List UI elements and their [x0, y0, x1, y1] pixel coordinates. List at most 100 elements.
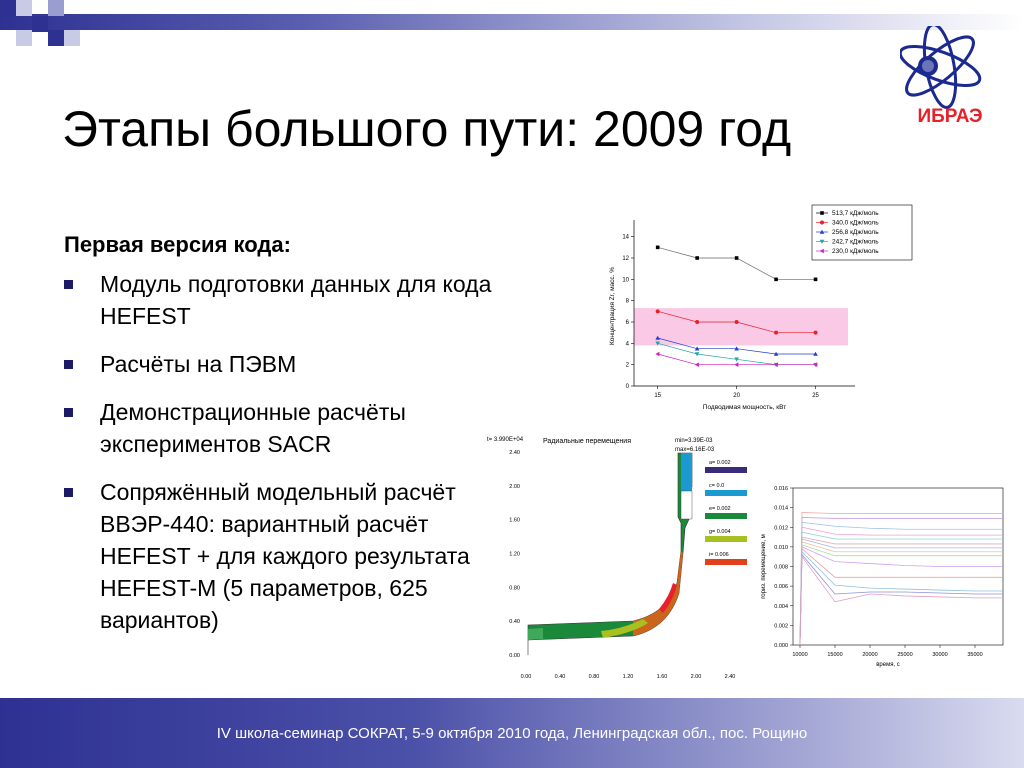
data-point: [695, 256, 699, 260]
data-point: [655, 335, 660, 340]
series-line: [799, 544, 1003, 646]
fem-max-label: max=6.16E-03: [675, 447, 715, 453]
x-tick-label: 20000: [862, 652, 877, 658]
y-tick-label: 0.006: [774, 584, 788, 590]
y-tick-label: 6: [626, 320, 630, 326]
data-point: [773, 351, 779, 356]
legend-label: 513,7 кДж/моль: [832, 210, 879, 217]
data-point: [655, 245, 660, 250]
y-axis-label: гориз. перемещение, м: [761, 534, 767, 599]
legend-label: 230,0 кДж/моль: [832, 248, 879, 255]
fem-time-label: t= 3.990E+04: [487, 437, 524, 443]
data-point: [774, 330, 779, 335]
data-point: [734, 357, 739, 362]
data-point: [813, 330, 818, 335]
data-point: [694, 352, 700, 357]
y-tick-label: 0.004: [774, 604, 788, 610]
series-line: [657, 246, 816, 280]
series-line: [799, 546, 1003, 646]
legend-label: e= 0.002: [709, 506, 731, 512]
x-tick-label: 2.40: [725, 674, 736, 680]
x-tick-label: 2.00: [691, 674, 702, 680]
data-point: [694, 362, 699, 367]
x-tick-label: 35000: [967, 652, 982, 658]
legend-label: 242,7 кДж/моль: [832, 239, 879, 246]
decor-square: [0, 0, 16, 16]
data-point: [819, 229, 825, 234]
x-tick-label: 25000: [897, 652, 912, 658]
footer-text: IV школа-семинар СОКРАТ, 5-9 октября 201…: [216, 725, 808, 742]
slide-title: Этапы большого пути: 2009 год: [62, 101, 792, 157]
legend-box: [811, 204, 913, 261]
y-tick-label: 2.00: [509, 484, 520, 490]
y-tick-label: 4: [626, 341, 630, 347]
y-tick-label: 0.002: [774, 623, 788, 629]
x-tick-label: 0.40: [555, 674, 566, 680]
data-point: [774, 277, 778, 282]
legend-swatch: [705, 513, 747, 519]
x-tick-label: 0.00: [521, 674, 532, 680]
legend-label: a= 0.002: [709, 460, 731, 466]
y-tick-label: 1.20: [509, 552, 520, 558]
x-tick-label: 20: [733, 393, 740, 399]
radial-displacement-contour: t= 3.990E+04 Радиальные перемещения min=…: [487, 437, 747, 680]
top-gradient-band: [0, 14, 1024, 30]
x-tick-label: 1.20: [623, 674, 634, 680]
legend-swatch: [705, 559, 747, 565]
decor-square: [64, 30, 80, 46]
x-tick-label: 0.80: [589, 674, 600, 680]
decor-square: [48, 0, 64, 16]
data-point: [820, 211, 824, 215]
x-tick-label: 30000: [932, 652, 947, 658]
data-point: [819, 248, 824, 254]
y-tick-label: 8: [626, 299, 630, 305]
y-tick-label: 0.008: [774, 565, 788, 571]
x-axis-label: время, с: [876, 662, 900, 668]
bullet-text: Расчёты на ПЭВМ: [100, 351, 297, 377]
fem-title: Радиальные перемещения: [543, 438, 631, 445]
x-axis-label: Подводимая мощность, кВт: [703, 404, 786, 411]
data-point: [694, 346, 700, 351]
legend-label: c= 0.0: [709, 483, 724, 489]
legend-label: 340,0 кДж/моль: [832, 220, 879, 227]
y-tick-label: 0.40: [509, 619, 520, 625]
bullet-square-icon: [64, 360, 73, 369]
legend-swatch: [705, 467, 747, 473]
decor-square: [16, 30, 32, 46]
bullet-list: Модуль подготовки данных для кода HEFEST…: [64, 268, 494, 652]
zr-concentration-chart: 0 2 4 6 8 10 12 14 15 20 25 Подводимая мощность, кВ…: [609, 204, 913, 411]
y-tick-label: 0.014: [774, 506, 788, 512]
y-tick-label: 14: [622, 235, 629, 241]
y-tick-label: 0.016: [774, 486, 788, 492]
data-point: [734, 320, 739, 324]
x-tick-label: 25: [812, 393, 819, 399]
legend-label: 256,8 кДж/моль: [832, 229, 879, 236]
y-tick-label: 0.010: [774, 545, 788, 551]
x-tick-label: 15000: [827, 652, 842, 658]
x-tick-label: 10000: [792, 652, 807, 658]
data-point: [773, 362, 778, 367]
bullet-text: Модуль подготовки данных для кода HEFEST: [100, 271, 492, 329]
logo-text: ИБРАЭ: [917, 106, 982, 127]
y-tick-label: 0: [626, 384, 630, 390]
legend-swatch: [705, 490, 747, 496]
y-tick-label: 1.60: [509, 518, 520, 524]
data-point: [695, 320, 700, 324]
data-point: [734, 256, 739, 260]
data-point: [655, 341, 660, 346]
decor-square: [48, 30, 64, 46]
bullet-item: Сопряжённый модельный расчёт ВВЭР-440: в…: [64, 476, 494, 636]
bullet-square-icon: [64, 488, 73, 497]
legend-label: i= 0.006: [709, 552, 729, 558]
series-line: [799, 547, 1003, 646]
series-line: [799, 553, 1003, 646]
bullet-text: Демонстрационные расчёты экспериментов S…: [100, 399, 406, 457]
y-tick-label: 0.012: [774, 525, 788, 531]
data-point: [734, 346, 739, 351]
y-tick-label: 0.80: [509, 585, 520, 591]
data-point: [813, 351, 818, 356]
data-point: [813, 277, 818, 282]
bullet-item: Расчёты на ПЭВМ: [64, 348, 494, 380]
vessel-geometry: [527, 452, 693, 655]
footer-band: [0, 698, 1024, 768]
